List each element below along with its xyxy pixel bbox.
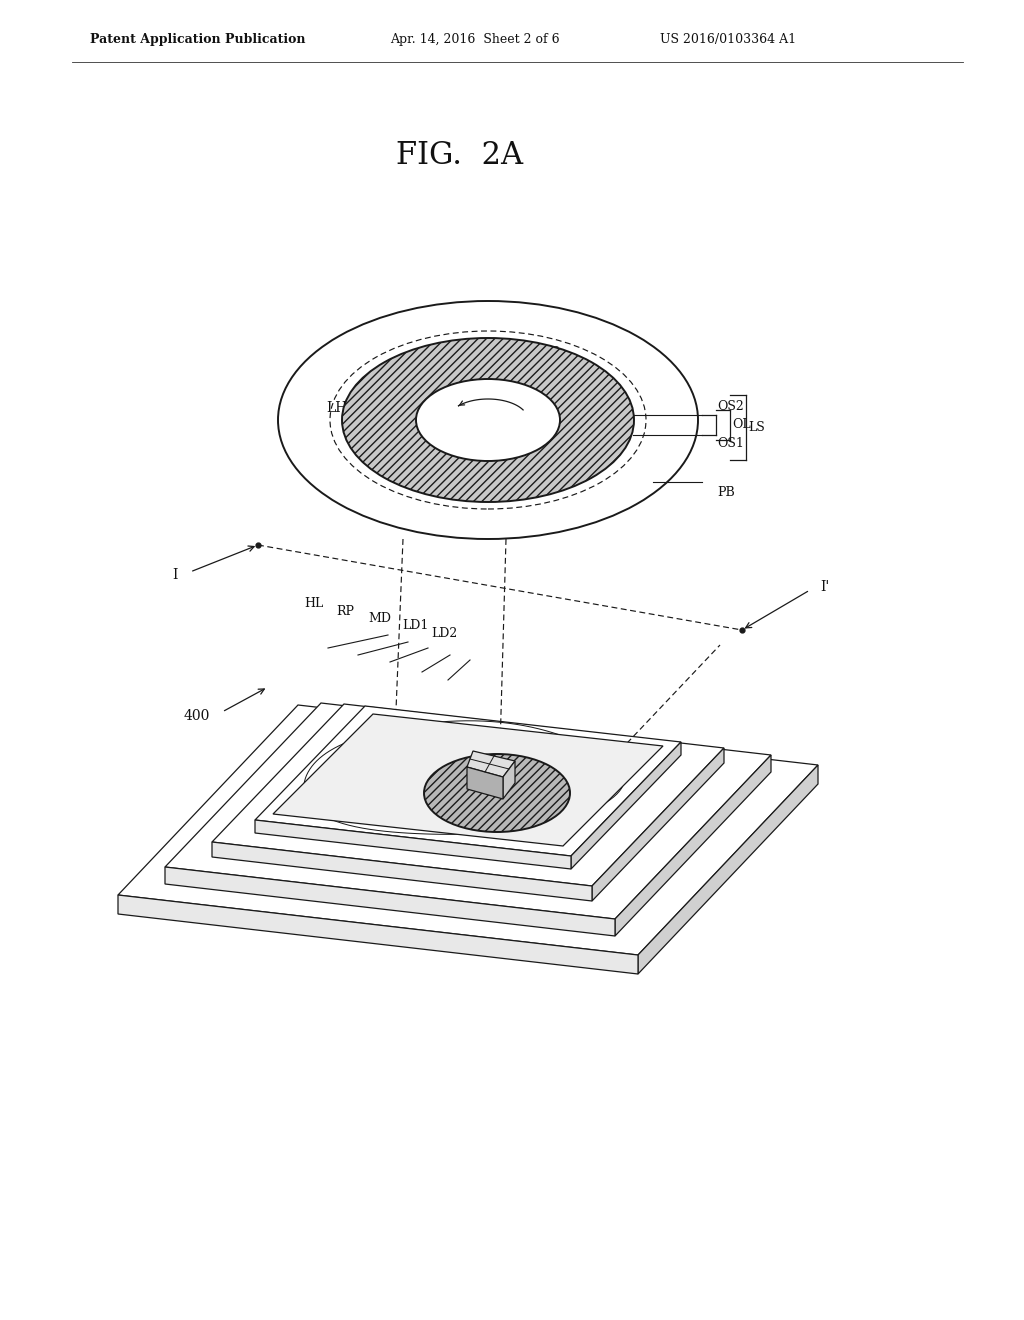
Polygon shape — [273, 714, 663, 846]
Text: HL: HL — [304, 597, 324, 610]
Text: OL: OL — [732, 418, 751, 432]
Polygon shape — [212, 704, 724, 886]
Polygon shape — [118, 895, 638, 974]
Text: Apr. 14, 2016  Sheet 2 of 6: Apr. 14, 2016 Sheet 2 of 6 — [390, 33, 560, 46]
Text: I: I — [173, 568, 178, 582]
Polygon shape — [255, 820, 571, 869]
Text: LD2: LD2 — [431, 627, 457, 640]
Text: 400: 400 — [183, 709, 210, 723]
Polygon shape — [255, 706, 681, 855]
Polygon shape — [503, 762, 515, 799]
Polygon shape — [165, 867, 615, 936]
Polygon shape — [592, 748, 724, 902]
Polygon shape — [467, 751, 515, 777]
Polygon shape — [615, 755, 771, 936]
Text: FIG.  2A: FIG. 2A — [396, 140, 523, 170]
Text: LS: LS — [748, 421, 765, 434]
Polygon shape — [165, 704, 771, 919]
Text: LD1: LD1 — [401, 619, 428, 632]
Text: PB: PB — [717, 486, 735, 499]
Polygon shape — [638, 766, 818, 974]
Text: RS: RS — [540, 346, 560, 360]
Text: Patent Application Publication: Patent Application Publication — [90, 33, 305, 46]
Text: OS1: OS1 — [717, 437, 743, 450]
Polygon shape — [212, 842, 592, 902]
Text: I': I' — [820, 579, 829, 594]
Text: MD: MD — [369, 612, 391, 624]
Text: LH: LH — [327, 401, 348, 414]
Polygon shape — [571, 742, 681, 869]
Ellipse shape — [416, 379, 560, 461]
Polygon shape — [467, 767, 503, 799]
Text: OS2: OS2 — [717, 400, 743, 413]
Ellipse shape — [342, 338, 634, 502]
Ellipse shape — [424, 754, 570, 832]
Text: RP: RP — [336, 605, 354, 618]
Polygon shape — [118, 705, 818, 954]
Text: US 2016/0103364 A1: US 2016/0103364 A1 — [660, 33, 796, 46]
